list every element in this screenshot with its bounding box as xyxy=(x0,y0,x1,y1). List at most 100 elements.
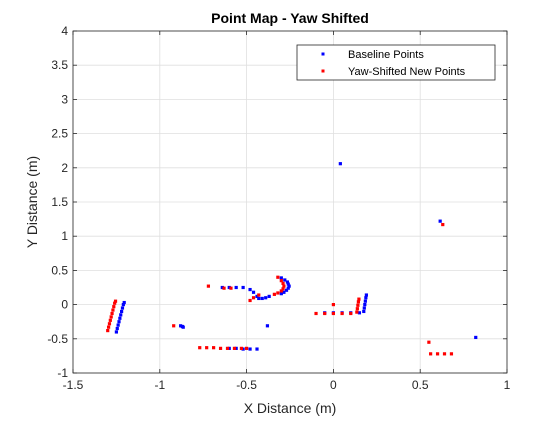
yaw-shifted-point xyxy=(212,346,215,349)
y-tick-label: 2.5 xyxy=(51,127,68,141)
y-tick-label: 2 xyxy=(61,161,68,175)
x-tick-label: 0 xyxy=(330,378,337,392)
baseline-point xyxy=(365,293,368,296)
legend: Baseline Points Yaw-Shifted New Points xyxy=(297,45,495,80)
baseline-point xyxy=(117,320,120,323)
yaw-shifted-point xyxy=(427,341,430,344)
baseline-point xyxy=(248,347,251,350)
yaw-shifted-point xyxy=(276,291,279,294)
baseline-point xyxy=(119,313,122,316)
baseline-point xyxy=(121,306,124,309)
baseline-point xyxy=(120,310,123,313)
yaw-shifted-point xyxy=(257,293,260,296)
yaw-shifted-point xyxy=(109,319,112,322)
yaw-shifted-point xyxy=(314,312,317,315)
baseline-point xyxy=(264,296,267,299)
x-tick-label: -0.5 xyxy=(236,378,257,392)
yaw-shifted-point xyxy=(340,312,343,315)
baseline-point xyxy=(115,330,118,333)
yaw-shifted-point xyxy=(357,300,360,303)
yaw-shifted-point xyxy=(108,322,111,325)
baseline-point xyxy=(248,288,251,291)
y-tick-label: -1 xyxy=(57,366,68,380)
yaw-shifted-point xyxy=(436,352,439,355)
y-tick-label: 3 xyxy=(61,92,68,106)
yaw-shifted-point xyxy=(429,352,432,355)
y-tick-label: 0.5 xyxy=(51,263,68,277)
baseline-point xyxy=(363,306,366,309)
baseline-point xyxy=(242,286,245,289)
baseline-point xyxy=(280,292,283,295)
yaw-shifted-point xyxy=(114,300,117,303)
x-axis-label: X Distance (m) xyxy=(244,400,337,416)
legend-label-yaw-shifted: Yaw-Shifted New Points xyxy=(348,66,466,78)
baseline-point xyxy=(116,327,119,330)
baseline-point xyxy=(182,326,185,329)
yaw-shifted-point xyxy=(450,352,453,355)
baseline-point xyxy=(266,324,269,327)
y-tick-label: 4 xyxy=(61,24,68,38)
yaw-shifted-point xyxy=(282,285,285,288)
baseline-point xyxy=(280,276,283,279)
yaw-shifted-point xyxy=(356,307,359,310)
yaw-shifted-point xyxy=(107,326,110,329)
yaw-shifted-point xyxy=(280,289,283,292)
baseline-point xyxy=(257,297,260,300)
yaw-shifted-point xyxy=(323,312,326,315)
baseline-point xyxy=(123,301,126,304)
yaw-shifted-point xyxy=(332,303,335,306)
x-tick-label: -1 xyxy=(154,378,165,392)
yaw-shifted-point xyxy=(349,312,352,315)
yaw-shifted-point xyxy=(240,347,243,350)
yaw-shifted-point xyxy=(245,347,248,350)
baseline-point xyxy=(118,317,121,320)
yaw-shifted-point xyxy=(207,285,210,288)
x-tick-label: 1 xyxy=(504,378,511,392)
yaw-shifted-point xyxy=(252,296,255,299)
baseline-point xyxy=(363,303,366,306)
yaw-shifted-point xyxy=(110,312,113,315)
y-axis-label: Y Distance (m) xyxy=(24,156,40,248)
chart-title: Point Map - Yaw Shifted xyxy=(211,10,369,26)
yaw-shifted-point xyxy=(280,279,283,282)
yaw-shifted-point xyxy=(357,298,360,301)
yaw-shifted-point xyxy=(198,346,201,349)
baseline-point xyxy=(474,336,477,339)
legend-marker-yaw-shifted xyxy=(322,70,325,73)
baseline-point xyxy=(268,295,271,298)
y-tick-label: 1 xyxy=(61,229,68,243)
yaw-shifted-point xyxy=(222,287,225,290)
yaw-shifted-point xyxy=(219,347,222,350)
baseline-point xyxy=(362,310,365,313)
yaw-shifted-point xyxy=(281,282,284,285)
baseline-point xyxy=(339,162,342,165)
baseline-point xyxy=(364,300,367,303)
yaw-shifted-point xyxy=(172,324,175,327)
yaw-shifted-point xyxy=(441,223,444,226)
yaw-shifted-point xyxy=(443,352,446,355)
y-tick-label: 0 xyxy=(61,298,68,312)
legend-label-baseline: Baseline Points xyxy=(348,49,424,61)
yaw-shifted-point xyxy=(110,315,113,318)
yaw-shifted-point xyxy=(276,276,279,279)
y-tick-label: -0.5 xyxy=(47,332,68,346)
y-tick-label: 3.5 xyxy=(51,58,68,72)
yaw-shifted-point xyxy=(332,312,335,315)
baseline-point xyxy=(255,347,258,350)
yaw-shifted-point xyxy=(355,311,358,314)
baseline-point xyxy=(364,296,367,299)
yaw-shifted-point xyxy=(356,304,359,307)
yaw-shifted-point xyxy=(112,305,115,308)
yaw-shifted-point xyxy=(205,346,208,349)
yaw-shifted-point xyxy=(273,293,276,296)
x-tick-label: 0.5 xyxy=(412,378,429,392)
yaw-shifted-point xyxy=(229,287,232,290)
yaw-shifted-point xyxy=(233,347,236,350)
yaw-shifted-point xyxy=(226,347,229,350)
baseline-point xyxy=(235,286,238,289)
legend-marker-baseline xyxy=(322,53,325,56)
yaw-shifted-point xyxy=(111,308,114,311)
baseline-point xyxy=(439,220,442,223)
